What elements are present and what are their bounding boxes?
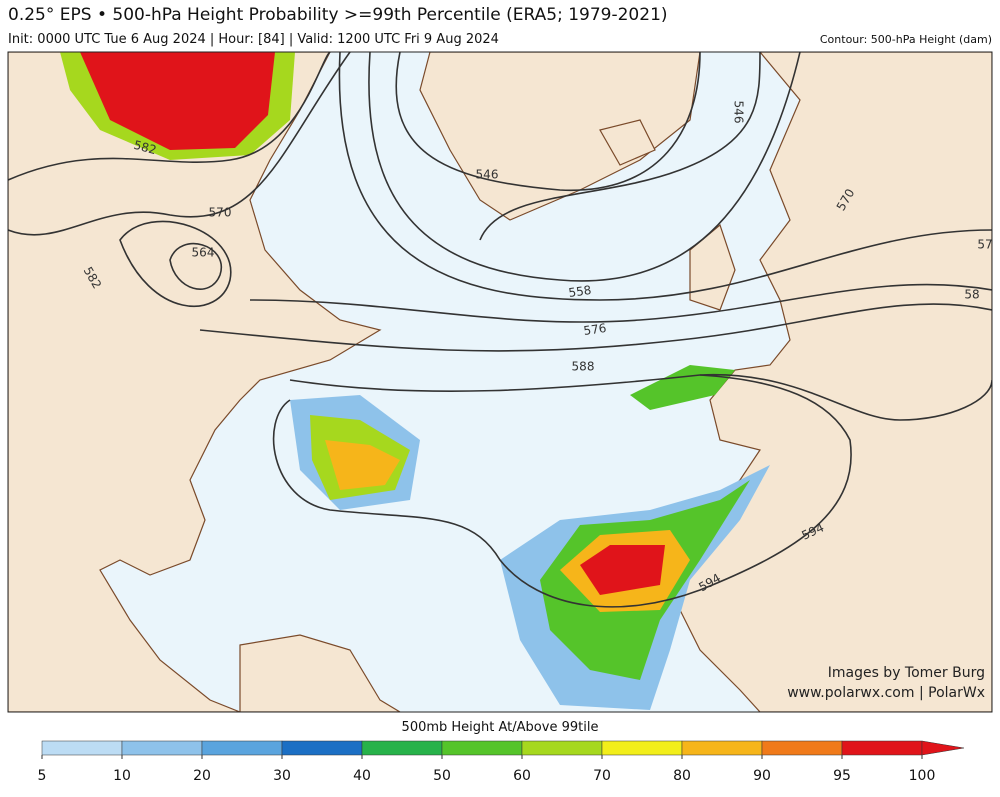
colorbar-label: 500mb Height At/Above 99tile bbox=[402, 720, 599, 735]
colorbar-tick-label: 70 bbox=[593, 768, 611, 784]
colorbar-tick-label: 60 bbox=[513, 768, 531, 784]
colorbar-segment bbox=[441, 740, 523, 756]
credit: Images by Tomer Burg bbox=[828, 665, 985, 681]
subtitle: Init: 0000 UTC Tue 6 Aug 2024 | Hour: [8… bbox=[8, 32, 499, 47]
land bbox=[8, 52, 992, 712]
map: 582 570 564 582 546 546 558 576 588 594 … bbox=[7, 51, 993, 713]
contours bbox=[8, 52, 992, 608]
contour-label: 576 bbox=[583, 321, 608, 338]
colorbar: 5 10 20 30 40 50 60 70 80 90 95 100 bbox=[38, 740, 965, 784]
colorbar-tick-label: 5 bbox=[38, 768, 47, 784]
colorbar-segment bbox=[361, 740, 443, 756]
contour-label: 57 bbox=[977, 238, 992, 252]
colorbar-tick-label: 90 bbox=[753, 768, 771, 784]
contour-label: 58 bbox=[964, 288, 979, 302]
colorbar-tick-label: 30 bbox=[273, 768, 291, 784]
colorbar-tick-label: 50 bbox=[433, 768, 451, 784]
credit: www.polarwx.com | PolarWx bbox=[787, 685, 985, 701]
contour-label: 546 bbox=[732, 101, 746, 124]
colorbar-segment bbox=[601, 740, 683, 756]
contour-label: 588 bbox=[572, 360, 595, 374]
contour-note: Contour: 500-hPa Height (dam) bbox=[820, 33, 992, 46]
contour-label: 570 bbox=[209, 206, 232, 220]
colorbar-tick-label: 10 bbox=[113, 768, 131, 784]
colorbar-tick-label: 95 bbox=[833, 768, 851, 784]
colorbar-segment bbox=[201, 740, 283, 756]
probability-shading bbox=[60, 52, 770, 710]
colorbar-tick-label: 100 bbox=[909, 768, 936, 784]
colorbar-tick-label: 80 bbox=[673, 768, 691, 784]
contour-label: 558 bbox=[568, 283, 593, 300]
colorbar-segment bbox=[281, 740, 363, 756]
contour-label: 564 bbox=[192, 246, 215, 260]
colorbar-tick-label: 20 bbox=[193, 768, 211, 784]
contour-label: 582 bbox=[132, 138, 158, 157]
title: 0.25° EPS • 500-hPa Height Probability >… bbox=[8, 5, 668, 25]
colorbar-segment bbox=[121, 740, 203, 756]
colorbar-segment bbox=[841, 740, 923, 756]
colorbar-extension bbox=[921, 740, 965, 756]
colorbar-segment bbox=[681, 740, 763, 756]
colorbar-segment bbox=[41, 740, 123, 756]
colorbar-segment bbox=[521, 740, 603, 756]
contour-label: 546 bbox=[476, 168, 499, 182]
colorbar-tick-label: 40 bbox=[353, 768, 371, 784]
colorbar-segment bbox=[761, 740, 843, 756]
